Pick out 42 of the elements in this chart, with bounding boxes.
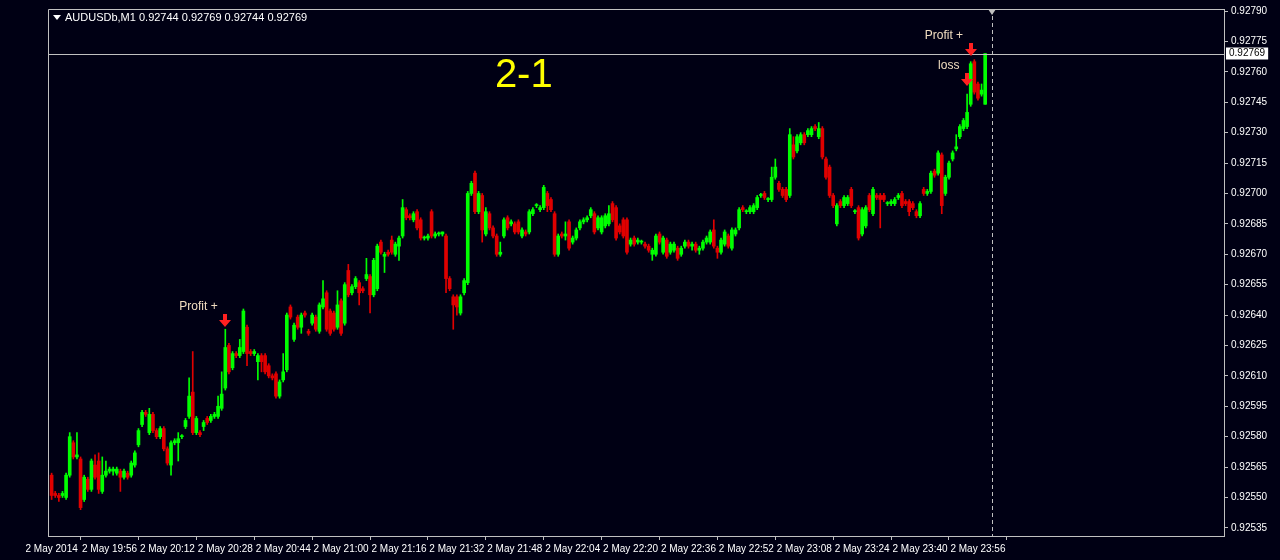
- y-tick-label: 0.92700: [1231, 187, 1268, 199]
- x-tick-label: 2 May 21:32: [429, 542, 485, 554]
- ref-line-label: 0.92769: [1229, 47, 1266, 59]
- x-tick-label: 2 May 23:24: [834, 542, 891, 554]
- x-tick-label: 2 May 23:08: [776, 542, 833, 554]
- x-tick-label: 2 May 2014: [25, 542, 79, 554]
- x-tick-label: 2 May 23:56: [950, 542, 1006, 554]
- y-tick-label: 0.92565: [1231, 460, 1268, 472]
- x-tick-label: 2 May 22:20: [603, 542, 659, 554]
- x-tick-label: 2 May 21:16: [371, 542, 427, 554]
- x-tick-label: 2 May 22:52: [718, 542, 775, 554]
- y-tick-label: 0.92535: [1231, 521, 1268, 533]
- y-tick-label: 0.92715: [1231, 156, 1268, 168]
- x-tick-label: 2 May 22:04: [545, 542, 601, 554]
- x-tick-label: 2 May 21:48: [487, 542, 543, 554]
- y-tick-label: 0.92790: [1231, 4, 1268, 16]
- y-tick-label: 0.92640: [1231, 308, 1268, 320]
- annotation: Profit +: [179, 299, 218, 314]
- y-tick-label: 0.92550: [1231, 491, 1268, 503]
- x-tick-label: 2 May 22:36: [660, 542, 717, 554]
- y-tick-label: 0.92610: [1231, 369, 1268, 381]
- x-tick-label: 2 May 23:40: [892, 542, 948, 554]
- y-tick-label: 0.92745: [1231, 95, 1268, 107]
- x-tick-label: 2 May 20:44: [255, 542, 312, 554]
- x-tick-label: 2 May 19:56: [81, 542, 138, 554]
- candlestick: [498, 241, 503, 257]
- x-tick-label: 2 May 21:00: [313, 542, 370, 554]
- y-tick-label: 0.92685: [1231, 217, 1268, 229]
- y-tick-label: 0.92580: [1231, 430, 1268, 442]
- chart-title: AUDUSDb,M1 0.92744 0.92769 0.92744 0.92769: [65, 11, 308, 23]
- y-tick-label: 0.92730: [1231, 126, 1268, 138]
- y-tick-label: 0.92625: [1231, 339, 1268, 351]
- annotation: loss: [938, 58, 960, 73]
- y-tick-label: 0.92595: [1231, 400, 1268, 412]
- x-tick-label: 2 May 20:12: [139, 542, 196, 554]
- y-tick-label: 0.92760: [1231, 65, 1268, 77]
- x-tick-label: 2 May 20:28: [197, 542, 254, 554]
- y-tick-label: 0.92775: [1231, 35, 1268, 47]
- annotation: Profit +: [924, 27, 964, 42]
- annotation: 2-1: [494, 51, 553, 96]
- y-tick-label: 0.92670: [1231, 248, 1268, 260]
- y-tick-label: 0.92655: [1231, 278, 1268, 290]
